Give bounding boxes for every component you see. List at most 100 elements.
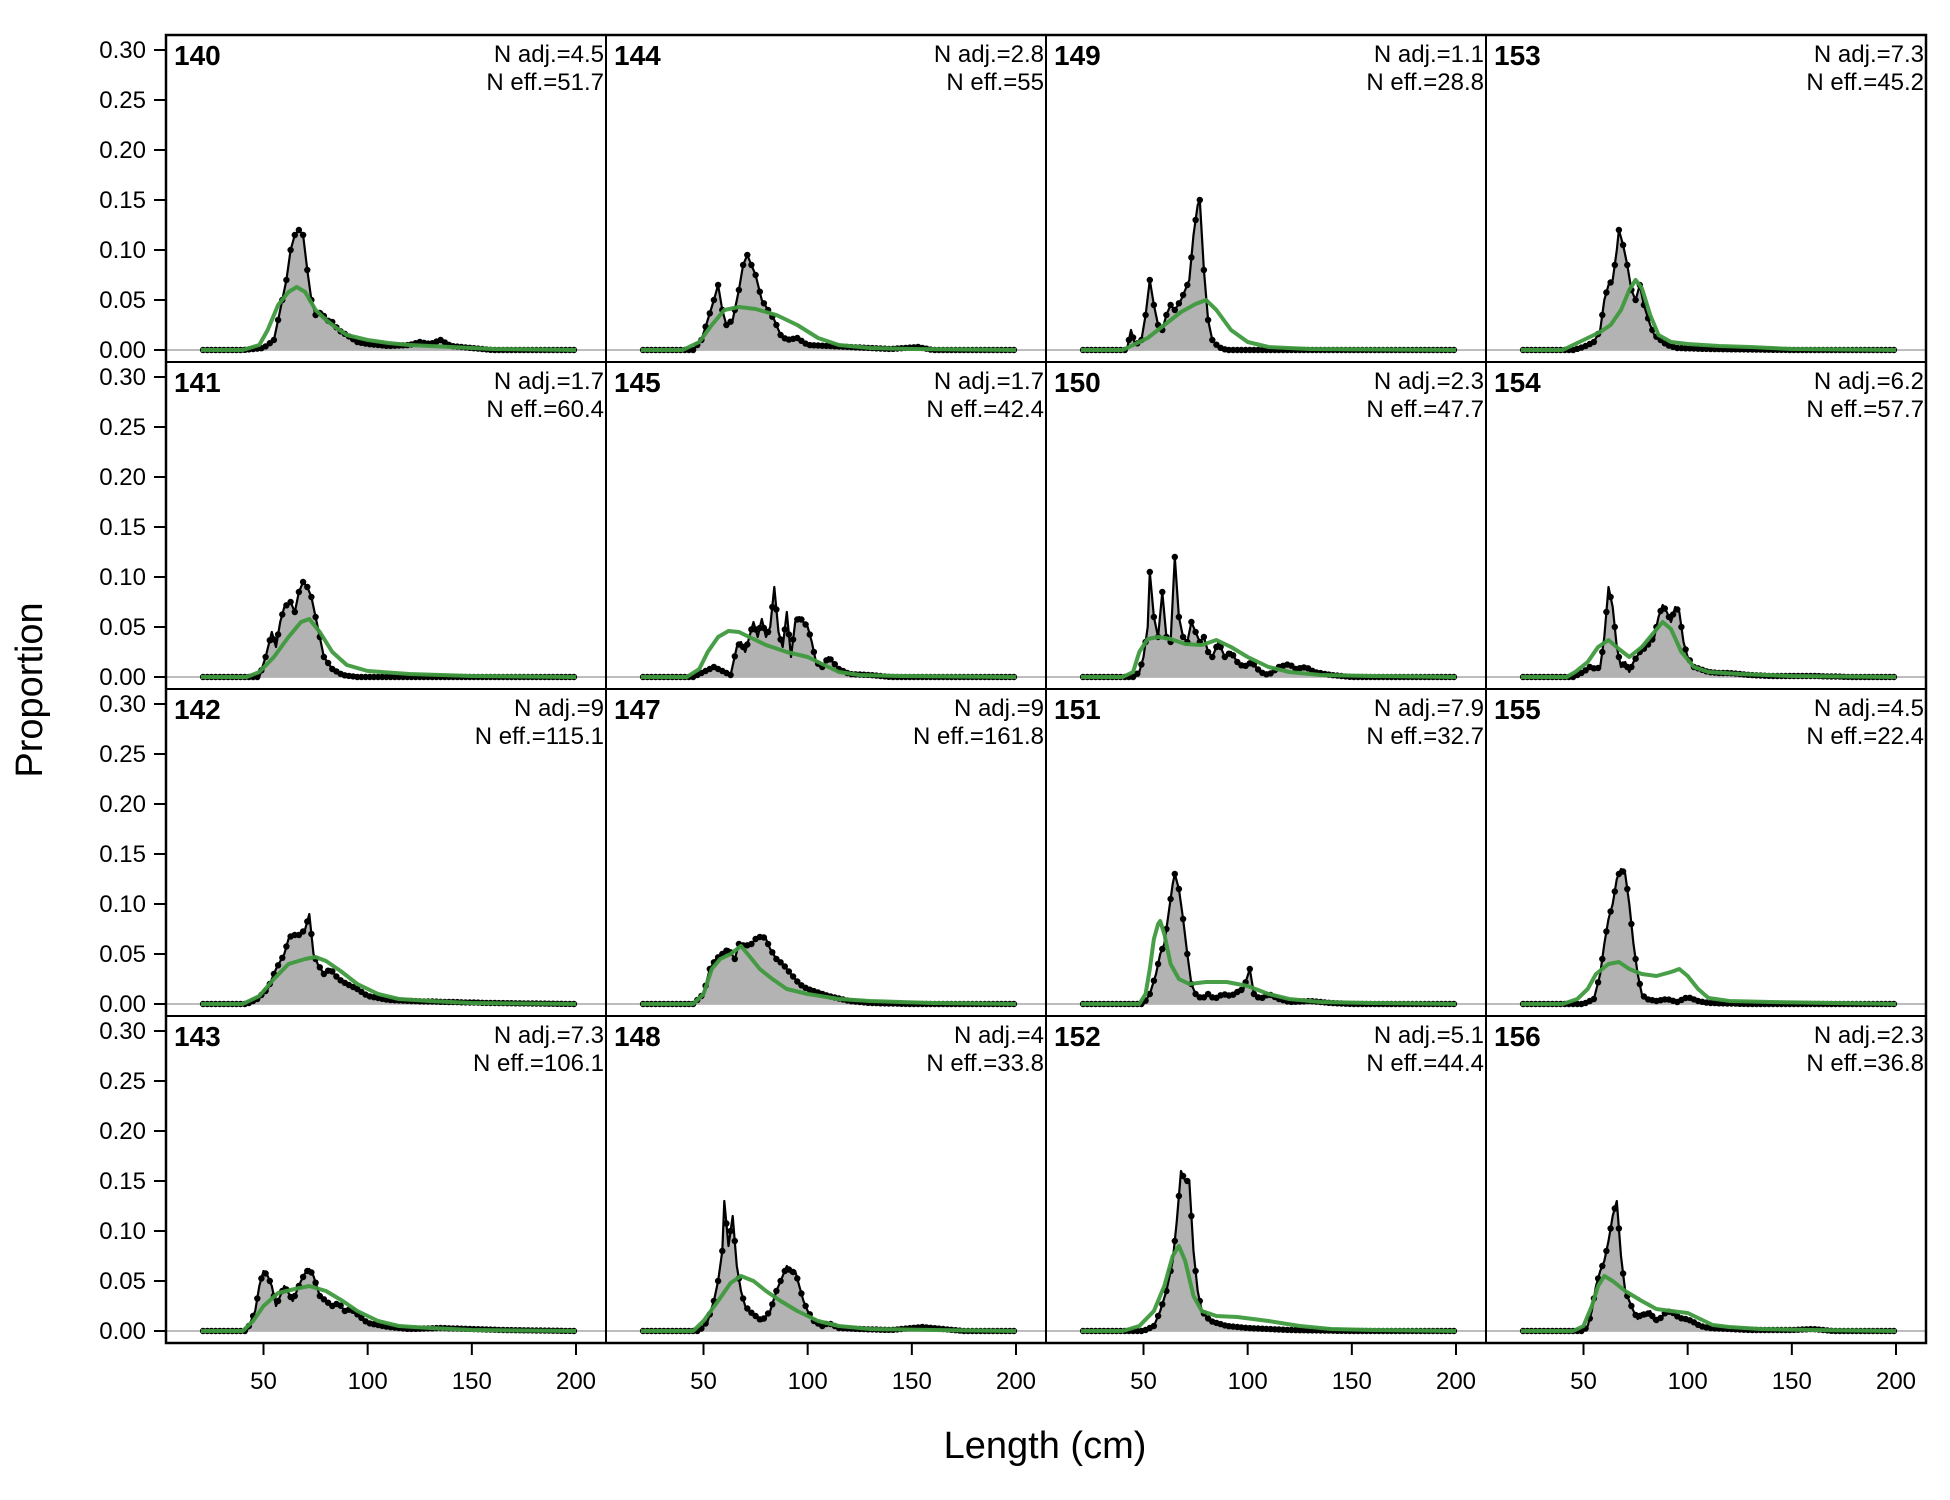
observed-point [731,1237,738,1245]
panel-id-label: 154 [1494,367,1541,398]
observed-point [1204,648,1212,656]
observed-point [1188,1212,1195,1220]
observed-point [1171,553,1179,561]
observed-point [1154,960,1162,968]
observed-point [777,959,784,966]
observed-point [287,246,294,254]
observed-point [270,336,278,344]
observed-point [1171,870,1179,878]
observed-area [201,1269,576,1331]
panel-id-label: 147 [614,694,661,725]
observed-point [1129,334,1137,341]
observed-point [1657,1314,1664,1322]
observed-point [1146,990,1154,998]
observed-line [201,912,577,1006]
y-tick-label: 0.00 [99,337,146,364]
observed-area [641,1201,1016,1331]
observed-point [1599,311,1606,319]
observed-points [1519,1205,1898,1335]
observed-point [308,593,315,601]
n-adj-label: N adj.=9 [954,695,1044,722]
y-tick-label: 0.30 [99,1018,146,1045]
observed-point [1184,950,1191,958]
observed-point [764,1310,772,1317]
observed-point [1632,296,1639,304]
n-adj-label: N adj.=7.3 [1814,41,1924,68]
observed-area [1521,587,1896,677]
observed-point [1607,593,1614,601]
panel-145: 145 N adj.=1.7N eff.=42.4 [606,367,1046,681]
y-tick-label: 0.20 [99,464,146,491]
n-adj-label: N adj.=2.3 [1374,368,1484,395]
observed-point [827,656,834,663]
observed-point [1134,670,1141,677]
y-tick-label: 0.30 [99,37,146,64]
x-tick-label: 100 [1228,1368,1268,1395]
observed-point [1167,895,1174,903]
y-tick-label: 0.00 [99,1318,146,1345]
observed-points [639,1220,1018,1335]
observed-point [262,653,269,661]
observed-point [291,231,298,239]
observed-point [831,661,838,668]
n-eff-label: N eff.=51.7 [486,69,604,96]
observed-point [1146,568,1154,576]
y-tick-label: 0.15 [99,841,146,868]
observed-point [760,300,768,307]
observed-point [727,671,734,679]
expected-line [641,1274,1017,1333]
observed-point [274,962,282,969]
n-adj-label: N adj.=2.3 [1814,1022,1924,1049]
observed-point [270,636,278,643]
observed-points [1519,226,1898,354]
panel-155: 155 N adj.=4.5N eff.=22.4 [1486,694,1926,1008]
observed-point [1603,928,1610,935]
observed-point [287,598,294,606]
y-tick-label: 0.30 [99,364,146,391]
plot-frame [164,33,1928,1345]
observed-point [279,954,286,961]
panel-151: 151 N adj.=7.9N eff.=32.7 [1046,694,1486,1008]
n-eff-label: N eff.=55 [946,69,1044,96]
observed-point [1188,254,1195,261]
observed-point [1611,888,1619,895]
panel-152: 152 N adj.=5.1N eff.=44.4 [1046,1021,1486,1335]
observed-point [1682,646,1689,653]
panel-id-label: 145 [614,367,661,398]
n-eff-label: N eff.=36.8 [1806,1050,1924,1077]
observed-point [773,321,780,329]
observed-point [789,636,797,643]
expected-line [1081,919,1457,1006]
observed-area [1081,874,1456,1004]
n-adj-label: N adj.=4.5 [1814,695,1924,722]
panel-id-label: 141 [174,367,221,398]
expected-line [1081,298,1457,352]
observed-point [312,613,319,621]
observed-point [1590,338,1598,346]
observed-point [1615,653,1623,661]
expected-line [1521,620,1897,679]
y-tick-label: 0.25 [99,414,146,441]
x-tick-label: 150 [1772,1368,1812,1395]
observed-point [769,949,776,956]
observed-point [789,973,797,980]
x-tick-label: 200 [996,1368,1036,1395]
observed-point [1603,289,1610,296]
observed-point [1619,868,1627,875]
observed-point [744,1305,751,1312]
observed-point [1674,606,1681,613]
observed-point [1594,664,1602,672]
x-tick-label: 100 [1668,1368,1708,1395]
observed-point [1192,216,1199,224]
expected-line [1521,1274,1897,1333]
observed-points [1079,196,1458,354]
observed-point [727,1227,734,1235]
x-tick-label: 50 [1130,1368,1157,1395]
observed-line [1081,1169,1456,1333]
panel-id-label: 150 [1054,367,1101,398]
n-eff-label: N eff.=45.2 [1806,69,1924,96]
observed-point [1171,306,1179,314]
y-axis-title: Proportion [9,602,51,777]
observed-point [1636,980,1644,988]
observed-point [781,963,788,970]
